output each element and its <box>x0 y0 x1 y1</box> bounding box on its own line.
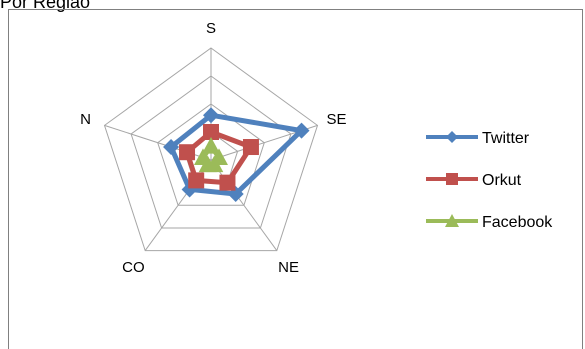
point-orkut-ne <box>219 174 236 191</box>
legend-item-twitter: Twitter <box>426 130 530 147</box>
series-orkut <box>179 124 259 191</box>
legend-label-orkut: Orkut <box>482 172 522 189</box>
grid-ring-4 <box>103 47 319 252</box>
axis-labels: S SE NE CO N <box>80 20 346 276</box>
series-facebook <box>194 137 228 173</box>
legend-marker-orkut <box>446 173 458 185</box>
point-facebook-n <box>194 148 213 166</box>
point-orkut-se <box>242 139 259 156</box>
axis-label-s: S <box>206 20 216 37</box>
point-orkut-n <box>179 144 196 161</box>
point-facebook-s <box>202 137 220 154</box>
series-line-twitter <box>168 112 304 197</box>
radar-chart: S SE NE CO N Twitter Orkut Facebook <box>80 20 553 276</box>
point-orkut-co <box>188 172 205 189</box>
point-twitter-s <box>203 107 219 124</box>
legend-label-twitter: Twitter <box>482 130 530 147</box>
point-orkut-s <box>203 124 219 140</box>
legend-item-orkut: Orkut <box>426 172 522 189</box>
axis-label-n: N <box>80 111 91 128</box>
radar-series <box>163 107 310 202</box>
legend-marker-facebook <box>445 214 459 227</box>
axis-label-se: SE <box>326 111 346 128</box>
axis-label-co: CO <box>122 259 145 276</box>
chart-frame <box>8 9 583 349</box>
legend: Twitter Orkut Facebook <box>426 130 553 231</box>
axis-label-ne: NE <box>278 259 299 276</box>
point-twitter-se <box>293 122 310 139</box>
legend-item-facebook: Facebook <box>426 214 553 231</box>
legend-marker-twitter <box>446 131 458 143</box>
grid-ring-2 <box>157 103 265 206</box>
legend-label-facebook: Facebook <box>482 214 553 231</box>
point-twitter-n <box>163 139 180 156</box>
